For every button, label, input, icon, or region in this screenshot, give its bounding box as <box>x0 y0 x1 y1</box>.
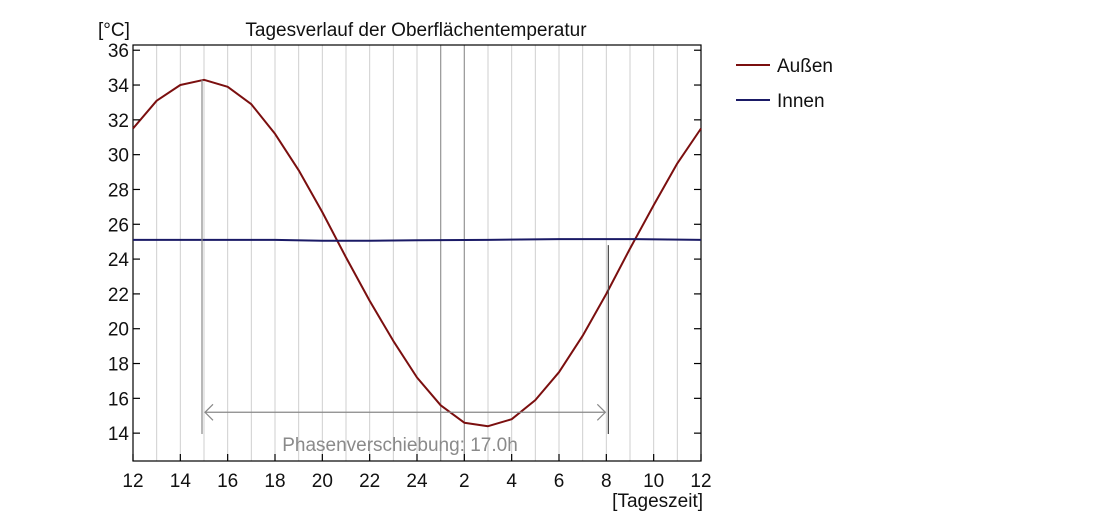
y-tick-label: 20 <box>108 320 129 341</box>
x-tick-label: 14 <box>170 471 192 492</box>
series-line-innen <box>133 238 702 242</box>
y-axis: 14 16 18 20 22 24 26 28 30 32 34 36 <box>108 41 701 445</box>
x-tick-label: 8 <box>601 471 612 492</box>
annotation: Phasenverschiebung: 17.0h <box>201 79 609 456</box>
y-tick-label: 26 <box>108 215 129 236</box>
y-tick-label: 16 <box>108 389 129 410</box>
y-tick-label: 28 <box>108 180 129 201</box>
y-tick-label: 30 <box>108 146 129 167</box>
x-tick-label: 24 <box>406 471 428 492</box>
x-tick-label: 12 <box>122 471 143 492</box>
x-tick-label: 20 <box>312 471 333 492</box>
x-tick-label: 12 <box>690 471 711 492</box>
y-tick-label: 18 <box>108 355 129 376</box>
grid <box>156 45 678 461</box>
x-tick-label: 10 <box>643 471 664 492</box>
x-tick-label: 18 <box>264 471 285 492</box>
highlight-lines <box>440 45 465 461</box>
chart-title: Tagesverlauf der Oberflächentemperatur <box>245 20 587 41</box>
x-tick-label: 22 <box>359 471 380 492</box>
y-tick-label: 22 <box>108 285 129 306</box>
y-tick-label: 14 <box>108 424 130 445</box>
x-axis: 12 14 16 18 20 22 24 2 4 6 8 10 12 <box>122 454 712 492</box>
y-tick-label: 34 <box>108 76 130 97</box>
phase-shift-label: Phasenverschiebung: 17.0h <box>282 435 518 456</box>
legend: Außen Innen <box>736 56 833 112</box>
legend-label-außen: Außen <box>777 56 833 77</box>
legend-label-innen: Innen <box>777 91 825 112</box>
x-tick-label: 4 <box>506 471 517 492</box>
x-tick-label: 2 <box>459 471 470 492</box>
y-axis-label: [°C] <box>98 20 130 41</box>
phase-arrow-head-left <box>204 403 214 421</box>
phase-arrow-head-right <box>596 403 607 421</box>
x-axis-label: [Tageszeit] <box>612 491 703 511</box>
x-tick-label: 16 <box>217 471 238 492</box>
y-tick-label: 24 <box>108 250 130 271</box>
y-tick-label: 32 <box>108 111 129 132</box>
x-tick-label: 6 <box>554 471 565 492</box>
y-tick-label: 36 <box>108 41 129 62</box>
series-line-außen <box>132 78 702 428</box>
series <box>132 78 702 428</box>
